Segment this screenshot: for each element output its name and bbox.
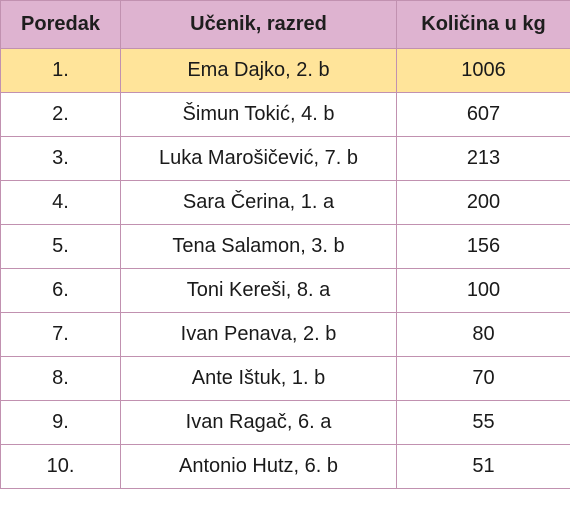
table-row: 9. Ivan Ragač, 6. a 55 (0, 400, 570, 445)
table-row: 1. Ema Dajko, 2. b 1006 (0, 48, 570, 93)
table-row: 10. Antonio Hutz, 6. b 51 (0, 444, 570, 489)
table-row: 5. Tena Salamon, 3. b 156 (0, 224, 570, 269)
student-cell: Ivan Ragač, 6. a (120, 400, 397, 445)
student-cell: Šimun Tokić, 4. b (120, 92, 397, 137)
amount-cell: 70 (396, 356, 570, 401)
amount-cell: 1006 (396, 48, 570, 93)
amount-cell: 51 (396, 444, 570, 489)
header-amount: Količina u kg (396, 0, 570, 49)
amount-cell: 55 (396, 400, 570, 445)
student-cell: Ante Ištuk, 1. b (120, 356, 397, 401)
rank-cell: 10. (0, 444, 121, 489)
student-cell: Sara Čerina, 1. a (120, 180, 397, 225)
amount-cell: 80 (396, 312, 570, 357)
amount-cell: 213 (396, 136, 570, 181)
rank-cell: 4. (0, 180, 121, 225)
table-row: 4. Sara Čerina, 1. a 200 (0, 180, 570, 225)
student-cell: Antonio Hutz, 6. b (120, 444, 397, 489)
student-cell: Toni Kereši, 8. a (120, 268, 397, 313)
student-cell: Ema Dajko, 2. b (120, 48, 397, 93)
table-row: 8. Ante Ištuk, 1. b 70 (0, 356, 570, 401)
student-cell: Ivan Penava, 2. b (120, 312, 397, 357)
student-cell: Tena Salamon, 3. b (120, 224, 397, 269)
rank-cell: 2. (0, 92, 121, 137)
table-row: 6. Toni Kereši, 8. a 100 (0, 268, 570, 313)
rank-cell: 6. (0, 268, 121, 313)
table-row: 3. Luka Marošičević, 7. b 213 (0, 136, 570, 181)
amount-cell: 607 (396, 92, 570, 137)
amount-cell: 156 (396, 224, 570, 269)
rank-cell: 3. (0, 136, 121, 181)
table-row: 7. Ivan Penava, 2. b 80 (0, 312, 570, 357)
amount-cell: 200 (396, 180, 570, 225)
rank-cell: 1. (0, 48, 121, 93)
rank-cell: 8. (0, 356, 121, 401)
rank-cell: 9. (0, 400, 121, 445)
header-rank: Poredak (0, 0, 121, 49)
ranking-table: Poredak Učenik, razred Količina u kg 1. … (0, 0, 570, 489)
rank-cell: 5. (0, 224, 121, 269)
student-cell: Luka Marošičević, 7. b (120, 136, 397, 181)
amount-cell: 100 (396, 268, 570, 313)
rank-cell: 7. (0, 312, 121, 357)
header-row: Poredak Učenik, razred Količina u kg (0, 0, 570, 49)
table-row: 2. Šimun Tokić, 4. b 607 (0, 92, 570, 137)
header-student: Učenik, razred (120, 0, 397, 49)
